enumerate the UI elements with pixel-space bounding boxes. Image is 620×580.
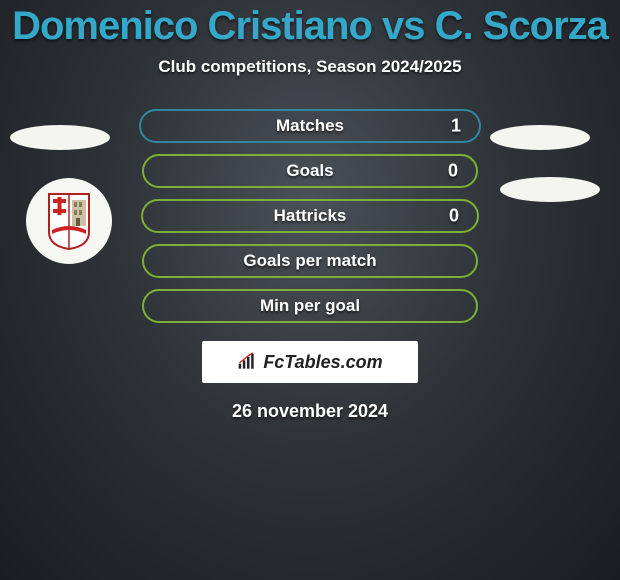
stat-label: Min per goal — [260, 296, 360, 316]
stat-label: Goals per match — [243, 251, 376, 271]
stat-row: Goals per match — [0, 244, 620, 278]
fctables-badge: FcTables.com — [202, 341, 418, 383]
subtitle: Club competitions, Season 2024/2025 — [0, 57, 620, 77]
bars-icon — [237, 352, 257, 372]
stat-value-right: 0 — [448, 161, 458, 182]
stat-label: Hattricks — [274, 206, 347, 226]
stat-value-right: 1 — [451, 116, 461, 137]
date-label: 26 november 2024 — [0, 401, 620, 422]
stat-row: Matches 1 — [0, 109, 620, 143]
stat-row: Min per goal — [0, 289, 620, 323]
stat-pill: Goals per match — [142, 244, 478, 278]
stats-container: Matches 1 Goals 0 Hattricks 0 Goals per match M… — [0, 109, 620, 323]
stat-pill: Goals 0 — [142, 154, 478, 188]
page-title: Domenico Cristiano vs C. Scorza — [0, 0, 620, 49]
stat-row: Hattricks 0 — [0, 199, 620, 233]
fctables-label: FcTables.com — [263, 352, 382, 373]
stat-label: Goals — [286, 161, 333, 181]
stat-row: Goals 0 — [0, 154, 620, 188]
stat-label: Matches — [276, 116, 344, 136]
stat-pill: Min per goal — [142, 289, 478, 323]
stat-value-right: 0 — [449, 206, 459, 227]
stat-pill: Hattricks 0 — [141, 199, 479, 233]
stat-pill: Matches 1 — [139, 109, 481, 143]
